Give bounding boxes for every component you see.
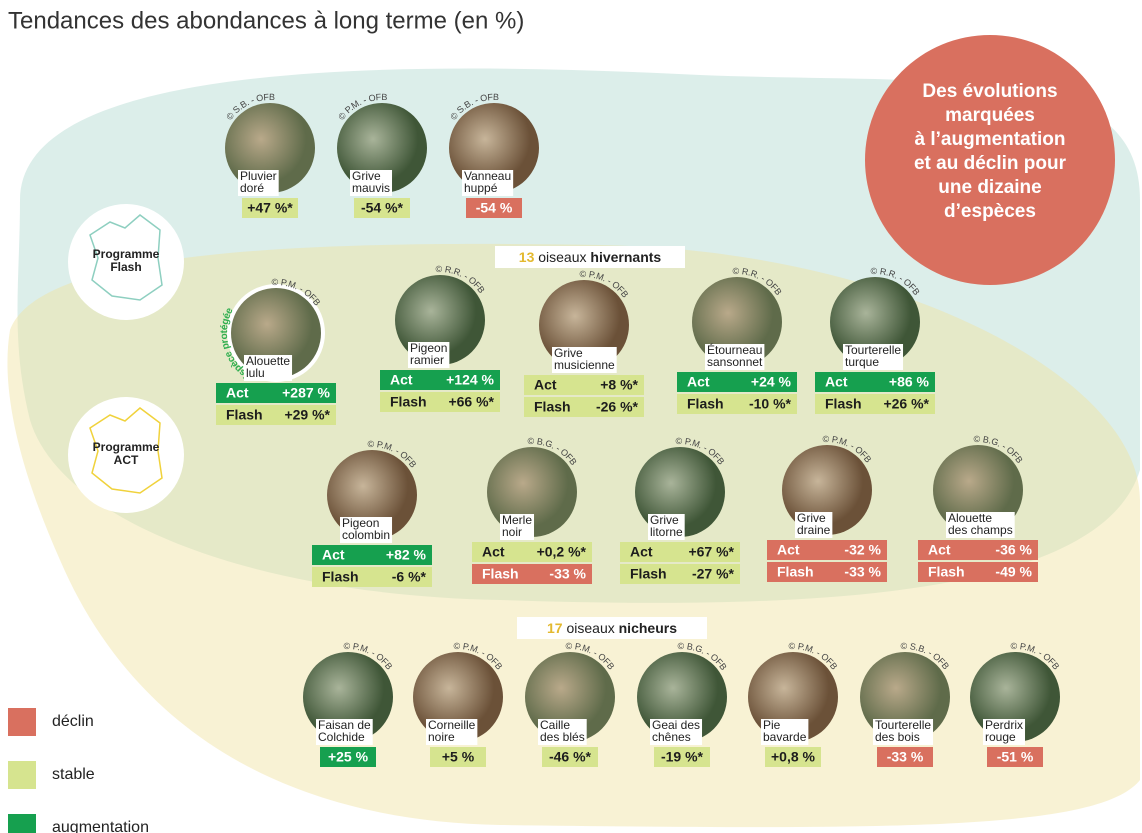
bird-name: draine: [797, 523, 831, 537]
trend-value: -27 %*: [692, 566, 735, 582]
trend-value: +47 %*: [247, 200, 293, 216]
callout-text: une dizaine: [938, 177, 1041, 198]
legend-label: stable: [52, 766, 95, 783]
group-bold: hivernants: [590, 249, 661, 265]
infographic: Tendances des abondances à long terme (e…: [0, 0, 1142, 833]
trend-program: Act: [322, 547, 345, 563]
trend-value: +0,2 %*: [537, 544, 587, 560]
group-label: 17 oiseaux nicheurs: [547, 620, 677, 636]
trend-value: +0,8 %: [771, 749, 816, 765]
callout-text: et au déclin pour: [914, 153, 1067, 174]
callout-text: Des évolutions: [922, 81, 1057, 102]
bird-name: des champs: [948, 523, 1013, 537]
trend-value: -51 %: [997, 749, 1034, 765]
trend-value: +82 %: [386, 547, 427, 563]
trend-program: Flash: [390, 394, 427, 410]
trend-value: -33 %: [844, 564, 881, 580]
trend-value: -10 %*: [749, 396, 792, 412]
group-bold: nicheurs: [619, 620, 678, 636]
trend-program: Flash: [687, 396, 724, 412]
callout-text: à l’augmentation: [915, 129, 1066, 150]
bird-name: litorne: [650, 525, 683, 539]
legend-label: déclin: [52, 713, 94, 730]
bird-name: lulu: [246, 366, 265, 380]
group-count: 17: [547, 620, 563, 636]
trend-value: +287 %: [282, 385, 330, 401]
trend-program: Act: [825, 374, 848, 390]
bird-name: bavarde: [763, 730, 807, 744]
trend-program: Flash: [777, 564, 814, 580]
trend-program: Flash: [928, 564, 965, 580]
trend-program: Act: [390, 372, 413, 388]
trend-value: +66 %*: [448, 394, 494, 410]
trend-value: -33 %: [549, 566, 586, 582]
trend-value: +5 %: [442, 749, 475, 765]
trend-value: -26 %*: [596, 399, 639, 415]
bird-name: colombin: [342, 528, 390, 542]
bird-name: doré: [240, 181, 264, 195]
bird-name: noir: [502, 525, 522, 539]
trend-program: Act: [482, 544, 505, 560]
bird-name: huppé: [464, 181, 498, 195]
trend-program: Act: [687, 374, 710, 390]
program-label: Programme: [93, 247, 160, 261]
program-label: Flash: [110, 260, 141, 274]
bird-name: Colchide: [318, 730, 365, 744]
trend-program: Flash: [322, 569, 359, 585]
callout-text: marquées: [945, 105, 1035, 126]
trend-program: Flash: [226, 407, 263, 423]
trend-value: -36 %: [995, 542, 1032, 558]
trend-value: +124 %: [446, 372, 494, 388]
group-text: oiseaux: [538, 249, 586, 265]
trend-program: Act: [534, 377, 557, 393]
legend-swatch: [8, 761, 36, 789]
trend-value: +26 %*: [883, 396, 929, 412]
title: Tendances des abondances à long terme (e…: [8, 7, 524, 34]
trend-program: Act: [226, 385, 249, 401]
trend-value: +67 %*: [688, 544, 734, 560]
trend-value: -54 %: [476, 200, 513, 216]
trend-value: +29 %*: [284, 407, 330, 423]
trend-value: -54 %*: [361, 200, 404, 216]
program-label: ACT: [114, 453, 139, 467]
trend-value: -33 %: [887, 749, 924, 765]
bird-name: noire: [428, 730, 455, 744]
trend-value: -46 %*: [549, 749, 592, 765]
trend-program: Act: [630, 544, 653, 560]
trend-value: +24 %: [751, 374, 792, 390]
bird-name: des blés: [540, 730, 585, 744]
trend-value: -19 %*: [661, 749, 704, 765]
bird-name: sansonnet: [707, 355, 763, 369]
trend-value: -6 %*: [392, 569, 427, 585]
trend-value: +86 %: [889, 374, 930, 390]
trend-value: +8 %*: [600, 377, 638, 393]
bird-name: turque: [845, 355, 879, 369]
bird-name: des bois: [875, 730, 920, 744]
legend-swatch: [8, 814, 36, 833]
trend-program: Flash: [825, 396, 862, 412]
trend-program: Act: [777, 542, 800, 558]
legend-label: augmentation: [52, 819, 149, 833]
trend-program: Flash: [482, 566, 519, 582]
bird-name: musicienne: [554, 358, 615, 372]
bird-name: rouge: [985, 730, 1016, 744]
program-label: Programme: [93, 440, 160, 454]
group-label: 13 oiseaux hivernants: [519, 249, 662, 265]
bird-name: mauvis: [352, 181, 390, 195]
group-text: oiseaux: [566, 620, 614, 636]
trend-program: Flash: [630, 566, 667, 582]
legend-swatch: [8, 708, 36, 736]
group-count: 13: [519, 249, 535, 265]
trend-program: Flash: [534, 399, 571, 415]
trend-value: -32 %: [844, 542, 881, 558]
callout-text: d’espèces: [944, 201, 1036, 222]
trend-value: -49 %: [995, 564, 1032, 580]
bird-name: ramier: [410, 353, 444, 367]
bird-name: chênes: [652, 730, 691, 744]
trend-program: Act: [928, 542, 951, 558]
trend-value: +25 %: [328, 749, 369, 765]
